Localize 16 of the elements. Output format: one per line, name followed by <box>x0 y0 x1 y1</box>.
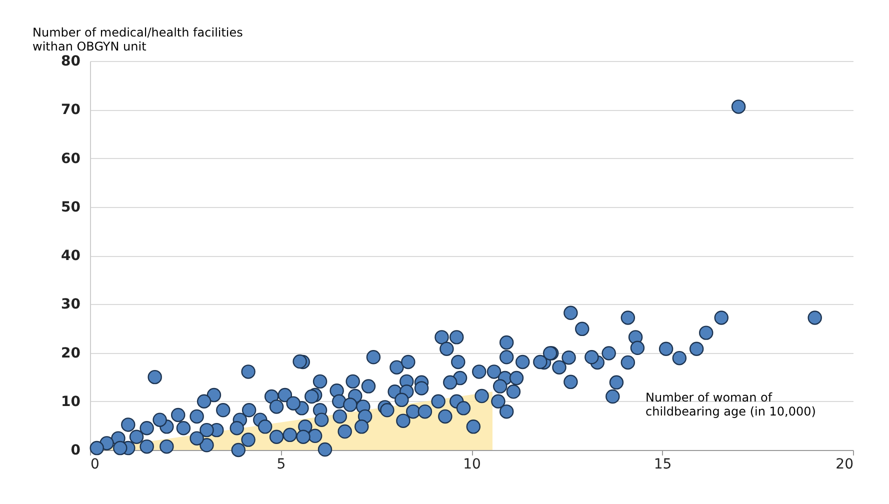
x-tick-label: 0 <box>90 456 100 472</box>
x-tick-label: 5 <box>276 456 286 472</box>
y-axis-title: Number of medical/health facilities withan OBGYN unit <box>32 26 243 54</box>
y-tick-label: 40 <box>61 248 81 264</box>
x-axis-title: Number of woman of childbearing age (in 10,000) <box>646 390 816 418</box>
x-tick-label: 20 <box>836 456 854 472</box>
y-tick-label: 10 <box>61 394 81 410</box>
y-tick-label: 20 <box>61 345 81 362</box>
y-tick-label: 50 <box>61 199 81 216</box>
y-tick-label: 0 <box>70 442 81 458</box>
x-tick-label: 10 <box>463 456 481 472</box>
y-tick-label: 80 <box>61 54 81 70</box>
x-tick-label: 15 <box>654 456 672 472</box>
y-tick-label: 70 <box>61 102 81 118</box>
y-tick-label: 30 <box>61 296 81 313</box>
y-tick-label: 60 <box>61 150 81 167</box>
